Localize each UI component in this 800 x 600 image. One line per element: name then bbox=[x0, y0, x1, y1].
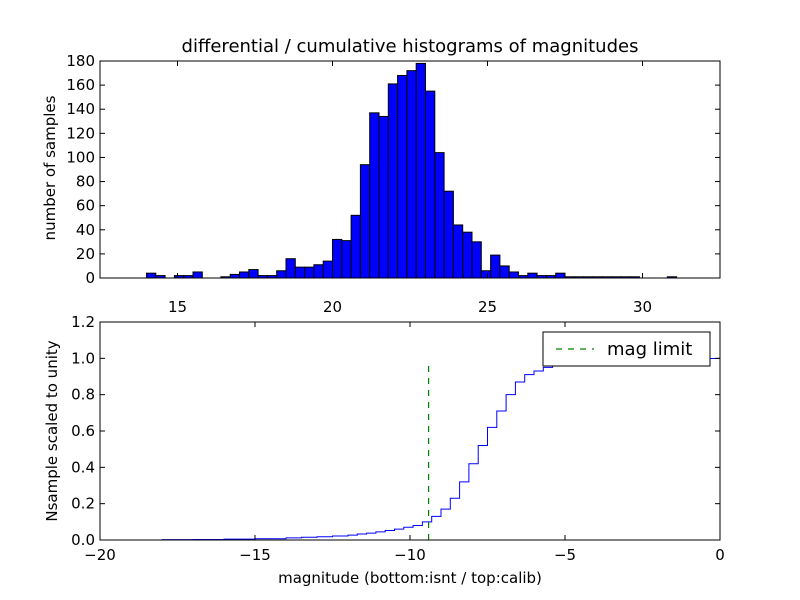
top-y-tick-label: 160 bbox=[66, 76, 95, 94]
top-y-tick-label: 40 bbox=[76, 221, 95, 239]
histogram-bar bbox=[462, 231, 473, 279]
cumulative-ticks: −20 −15 −10 −5 0 0.0 0.2 0.4 0.6 0.8 1.0 1.2 bbox=[71, 313, 725, 564]
top-x-tick-label: 15 bbox=[168, 298, 187, 316]
top-y-tick-label: 140 bbox=[66, 100, 95, 118]
legend-mag-limit-label: mag limit bbox=[607, 339, 692, 360]
histogram-bar bbox=[443, 190, 454, 279]
bottom-y-tick-label: 0.4 bbox=[71, 458, 95, 476]
histogram-bar bbox=[369, 112, 380, 279]
histogram-bar bbox=[341, 240, 352, 279]
top-y-axis-label: number of samples bbox=[41, 95, 59, 240]
histogram-bar bbox=[285, 258, 296, 279]
histogram-bar bbox=[229, 273, 240, 279]
histogram-bar bbox=[378, 115, 389, 279]
histogram-bar bbox=[146, 272, 157, 279]
bottom-y-tick-label: 0.8 bbox=[71, 386, 95, 404]
bottom-y-tick-label: 0.6 bbox=[71, 422, 95, 440]
bottom-y-tick-label: 1.2 bbox=[71, 313, 95, 331]
top-x-tick-label: 25 bbox=[478, 298, 497, 316]
histogram-bar bbox=[248, 269, 259, 279]
top-y-tick-label: 80 bbox=[76, 173, 95, 191]
histogram-bar bbox=[480, 270, 492, 279]
bottom-y-tick-label: 1.0 bbox=[71, 349, 95, 367]
top-x-tick-label: 20 bbox=[323, 298, 342, 316]
bottom-y-tick-label: 0.0 bbox=[71, 531, 95, 549]
histogram-bar bbox=[350, 214, 361, 279]
top-y-tick-label: 0 bbox=[85, 269, 95, 287]
histogram-bar bbox=[239, 271, 250, 279]
bottom-x-tick-label: −15 bbox=[239, 546, 271, 564]
chart-title: differential / cumulative histograms of … bbox=[182, 36, 639, 57]
bottom-x-tick-label: −20 bbox=[84, 546, 116, 564]
histogram-bar bbox=[406, 70, 417, 279]
histogram-bar bbox=[499, 265, 510, 279]
histogram-bar bbox=[471, 241, 482, 279]
histogram-bar bbox=[397, 74, 408, 279]
histogram-bar bbox=[527, 272, 538, 279]
bottom-y-tick-label: 0.2 bbox=[71, 495, 95, 513]
bottom-y-axis-label: Nsample scaled to unity bbox=[43, 340, 61, 521]
top-y-tick-label: 120 bbox=[66, 124, 95, 142]
histogram-bar bbox=[434, 152, 445, 279]
histogram-bar bbox=[415, 62, 427, 279]
top-y-tick-label: 60 bbox=[76, 197, 95, 215]
histogram-bar bbox=[508, 271, 520, 279]
histogram-bar bbox=[425, 90, 436, 279]
histogram-bar bbox=[322, 260, 334, 279]
histogram-bar bbox=[359, 164, 371, 279]
histogram-bar bbox=[452, 224, 464, 279]
top-y-tick-label: 20 bbox=[76, 245, 95, 263]
histogram-bar bbox=[332, 238, 343, 279]
histogram-bar bbox=[490, 254, 501, 279]
histogram-bar bbox=[294, 266, 306, 279]
top-y-tick-label: 100 bbox=[66, 148, 95, 166]
histogram-bar bbox=[387, 83, 399, 279]
bottom-x-tick-label: 0 bbox=[715, 546, 725, 564]
cumulative-axes-frame bbox=[99, 321, 721, 541]
histogram-panel: differential / cumulative histograms of … bbox=[41, 36, 721, 316]
bottom-x-axis-label: magnitude (bottom:isnt / top:calib) bbox=[278, 569, 542, 587]
top-x-tick-label: 30 bbox=[633, 298, 652, 316]
bottom-x-tick-label: −5 bbox=[554, 546, 576, 564]
histogram-axes-frame bbox=[99, 60, 721, 279]
histogram-bar bbox=[313, 264, 324, 279]
histogram-bar bbox=[276, 270, 287, 279]
bottom-x-tick-label: −10 bbox=[394, 546, 426, 564]
histogram-bar bbox=[304, 266, 315, 279]
histogram-bar bbox=[555, 272, 566, 279]
top-y-tick-label: 180 bbox=[66, 52, 95, 70]
histogram-bar bbox=[192, 271, 203, 279]
legend: mag limit bbox=[542, 331, 711, 367]
cumulative-panel: Nsample scaled to unity magnitude (botto… bbox=[43, 313, 725, 587]
